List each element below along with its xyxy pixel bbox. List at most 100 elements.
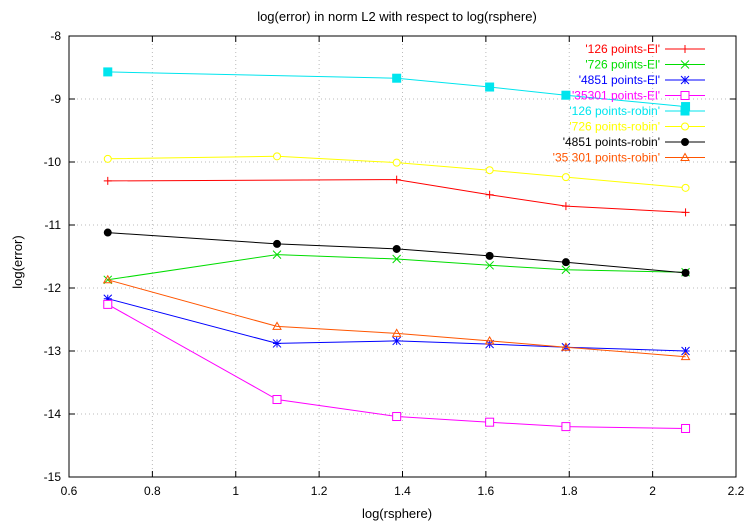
x-tick-label: 1.2 [311, 484, 328, 498]
data-point [485, 251, 494, 260]
legend-entry: '35301 points-El' [572, 89, 705, 103]
data-point [392, 254, 402, 264]
x-tick-label: 1.6 [478, 484, 495, 498]
data-point [103, 294, 113, 304]
x-tick-label: 2.2 [728, 484, 745, 498]
y-tick-label: -11 [45, 218, 62, 232]
legend-label: '35 301 points-robin' [553, 151, 660, 165]
legend-entry: '126 points-robin' [569, 104, 705, 118]
data-point [484, 335, 495, 345]
data-point [680, 152, 690, 161]
data-point [392, 175, 401, 184]
data-point [561, 342, 571, 351]
series-4 [103, 299, 691, 433]
legend-label: '726 points-El' [585, 58, 660, 72]
series-7 [103, 228, 690, 277]
data-point [680, 91, 690, 100]
legend-entry: '4851 points-El' [579, 73, 705, 87]
data-point [103, 176, 112, 185]
data-point [485, 190, 494, 199]
series-line [107, 232, 686, 274]
series-1 [103, 175, 690, 217]
data-point [485, 82, 495, 92]
data-point [681, 268, 690, 277]
legend-entry: '4851 points-robin' [563, 135, 705, 149]
series-line [107, 303, 686, 429]
series-3 [103, 294, 690, 356]
series-2 [103, 250, 690, 285]
y-tick-label: -8 [50, 29, 61, 43]
data-point [392, 412, 402, 422]
data-point [102, 274, 113, 284]
legend-label: '126 points-robin' [569, 104, 660, 118]
data-point [392, 336, 402, 346]
series-line [107, 254, 686, 281]
legend-entry: '126 points-El' [585, 42, 705, 56]
data-point [485, 166, 494, 175]
y-tick-label: -10 [44, 155, 62, 169]
data-point [391, 328, 402, 337]
legend: '126 points-El''726 points-El''4851 poin… [553, 42, 705, 165]
x-tick-label: 1 [232, 484, 239, 498]
data-point [681, 423, 691, 433]
y-tick-label: -15 [44, 470, 62, 484]
data-point [561, 90, 571, 100]
data-point [561, 422, 571, 432]
y-tick-label: -12 [44, 281, 62, 295]
legend-label: '126 points-El' [585, 42, 660, 56]
data-point [103, 67, 113, 77]
data-point [561, 258, 570, 267]
data-point [103, 228, 112, 237]
data-point [681, 183, 690, 192]
y-tick-label: -14 [44, 407, 62, 421]
plot-series [102, 67, 691, 433]
data-point [680, 75, 690, 85]
data-point [681, 138, 689, 146]
data-point [680, 60, 690, 69]
x-tick-label: 0.6 [61, 484, 78, 498]
data-point [561, 202, 570, 211]
legend-entry: '726 points-El' [585, 58, 705, 72]
data-point [681, 122, 689, 131]
data-point [680, 351, 691, 361]
legend-entry: '726 points-robin' [569, 120, 705, 134]
x-axis-label: log(rsphere) [362, 506, 432, 521]
y-tick-label: -9 [50, 92, 61, 106]
data-point [392, 158, 401, 167]
y-axis-label: log(error) [10, 235, 25, 288]
data-point [272, 250, 282, 259]
series-8 [102, 274, 691, 361]
data-point [272, 395, 282, 405]
series-6 [103, 152, 690, 192]
data-point [681, 45, 689, 53]
data-point [485, 260, 494, 270]
data-point [681, 208, 690, 217]
legend-label: '4851 points-El' [579, 73, 660, 87]
data-point [680, 106, 690, 116]
data-point [485, 417, 495, 427]
data-point [392, 244, 401, 253]
legend-entry: '35 301 points-robin' [553, 151, 705, 165]
data-point [273, 239, 282, 248]
series-line [107, 298, 686, 352]
x-tick-label: 2 [649, 484, 656, 498]
data-point [103, 299, 113, 309]
x-tick-label: 1.8 [561, 484, 578, 498]
y-tick-label: -13 [44, 344, 62, 358]
data-point [272, 339, 282, 348]
axes: 0.6 0.8 1 1.2 1.4 1.6 1.8 2 2.2 -15 -14 -13 -12 -11 -1… [44, 29, 745, 498]
data-point [392, 73, 402, 83]
x-tick-label: 1.4 [394, 484, 411, 498]
legend-label: '35301 points-El' [572, 89, 660, 103]
chart-title: log(error) in norm L2 with respect to lo… [257, 9, 537, 24]
data-point [272, 321, 282, 330]
data-point [103, 154, 112, 163]
series-line [107, 155, 686, 189]
legend-label: '4851 points-robin' [563, 135, 660, 149]
data-point [561, 173, 570, 182]
legend-label: '726 points-robin' [569, 120, 660, 134]
data-point [273, 152, 282, 161]
data-point [681, 346, 690, 356]
data-point [561, 265, 571, 275]
